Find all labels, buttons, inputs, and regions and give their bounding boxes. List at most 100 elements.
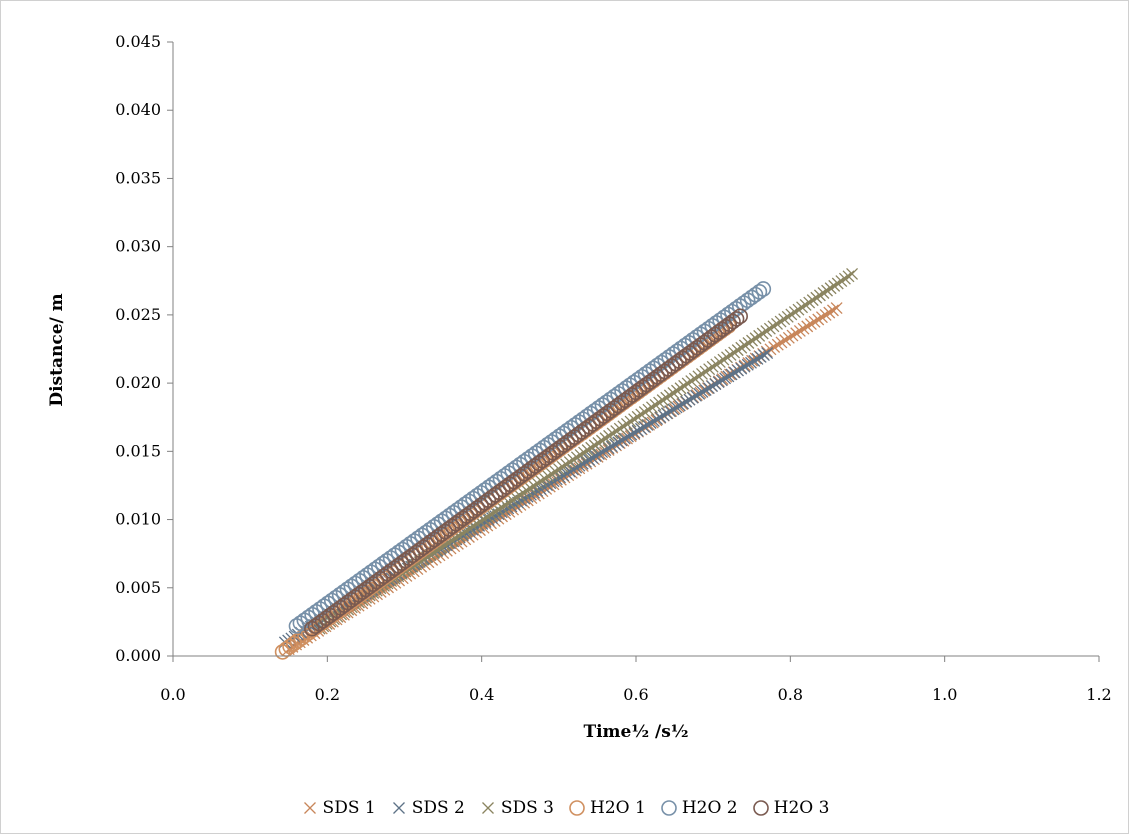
data-point (520, 484, 533, 497)
data-point (763, 322, 776, 335)
legend-item: H2O 3 (752, 798, 829, 818)
data-point (778, 313, 791, 326)
data-point (592, 448, 605, 461)
data-point (549, 465, 562, 478)
data-point (696, 367, 708, 380)
data-point (761, 347, 774, 360)
data-point (838, 272, 851, 285)
data-point (620, 417, 633, 430)
data-point (670, 401, 683, 414)
data-point (664, 405, 677, 418)
data-point (724, 348, 737, 361)
data-point (680, 395, 693, 408)
data-point (799, 298, 812, 311)
data-point (808, 315, 821, 328)
data-point (813, 289, 826, 302)
x-tick-label: 0.8 (778, 685, 803, 704)
data-point (663, 389, 676, 402)
data-point (771, 317, 783, 330)
data-point (638, 406, 651, 419)
data-point (706, 360, 719, 373)
data-point (631, 410, 644, 423)
y-tick-label: 0.015 (115, 441, 161, 460)
circle-marker-icon (661, 800, 677, 816)
data-point (681, 377, 694, 390)
data-point (595, 434, 608, 447)
series-h2o-3 (304, 308, 748, 637)
data-point (719, 372, 732, 385)
data-point (567, 453, 580, 466)
data-point (545, 467, 558, 480)
y-tick-label: 0.005 (115, 578, 161, 597)
data-point (741, 358, 754, 371)
data-point (812, 313, 825, 326)
cross-marker-icon (303, 802, 316, 814)
data-point (656, 394, 669, 407)
data-point (641, 418, 654, 431)
data-point (790, 327, 803, 340)
data-point (685, 375, 698, 388)
data-point (677, 397, 689, 410)
data-point (589, 450, 602, 462)
legend-item: H2O 2 (660, 798, 738, 818)
data-point (826, 304, 839, 317)
data-point (606, 427, 619, 440)
data-point (796, 301, 808, 314)
data-point (538, 472, 551, 485)
data-point (579, 455, 592, 468)
cross-marker-icon (481, 802, 494, 814)
data-point (560, 458, 573, 471)
data-point (560, 467, 573, 480)
data-point (667, 403, 680, 416)
data-point (746, 334, 758, 347)
data-point (788, 306, 801, 319)
data-point (531, 477, 544, 490)
x-tick-label: 0.6 (623, 685, 648, 704)
data-point (731, 344, 744, 357)
data-point (735, 341, 748, 354)
legend-label: H2O 1 (590, 798, 646, 818)
data-point (775, 336, 788, 349)
data-point (717, 353, 730, 366)
circle-marker-icon (752, 800, 769, 816)
data-point (738, 360, 751, 373)
data-point (757, 349, 770, 361)
data-point (556, 460, 569, 473)
data-point (804, 318, 817, 331)
data-point (617, 420, 630, 433)
data-point (581, 444, 594, 457)
data-point (649, 398, 662, 411)
cross-marker-icon (392, 802, 405, 814)
data-point (517, 487, 530, 499)
data-point (563, 456, 576, 469)
data-point (660, 391, 673, 404)
data-point (815, 311, 828, 324)
data-point (609, 438, 622, 451)
data-point (645, 401, 658, 414)
data-point (842, 270, 855, 283)
data-point (574, 448, 587, 461)
data-point (742, 337, 755, 349)
data-point (605, 440, 618, 453)
data-point (774, 315, 787, 328)
data-point (583, 453, 596, 466)
data-point (828, 279, 841, 292)
data-point (693, 387, 706, 400)
legend-item: SDS 3 (479, 798, 554, 818)
x-tick-label: 0.0 (160, 685, 185, 704)
data-point (709, 378, 722, 391)
data-point (631, 424, 644, 437)
data-point (732, 308, 748, 325)
data-point (510, 491, 523, 504)
data-point (690, 389, 702, 402)
data-point (782, 331, 795, 344)
data-point (745, 356, 757, 369)
data-point (612, 436, 625, 449)
data-point (699, 365, 712, 378)
data-point (588, 439, 601, 452)
data-point (722, 370, 735, 383)
scatter-plot: 0.000 0.005 0.010 0.015 0.020 0.025 0.030 0.035… (47, 32, 1112, 742)
data-point (803, 296, 816, 309)
data-point (753, 329, 766, 342)
data-point (528, 479, 540, 492)
